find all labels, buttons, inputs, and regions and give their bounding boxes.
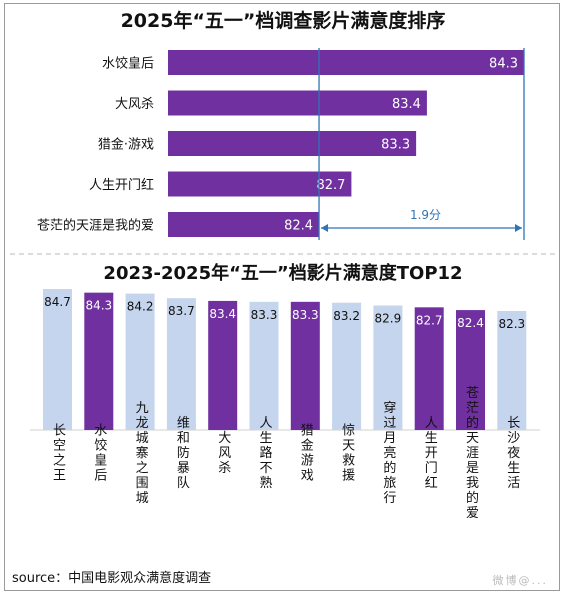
chart-2-value-label: 84.3 bbox=[85, 299, 112, 313]
chart-2-value-label: 84.2 bbox=[127, 300, 154, 314]
chart-1-bar bbox=[168, 171, 352, 197]
chart-2-value-label: 83.3 bbox=[251, 308, 278, 322]
chart-2-category-label: 水饺皇后 bbox=[91, 423, 107, 483]
chart-2-value-label: 84.7 bbox=[44, 295, 71, 309]
chart-2-title: 2023-2025年“五一”档影片满意度TOP12 bbox=[103, 262, 462, 284]
chart-1-value-label: 83.4 bbox=[392, 97, 421, 112]
chart-2-category-label: 人生开门红 bbox=[422, 416, 438, 491]
chart-2-category-label: 穿过月亮的旅行 bbox=[380, 400, 396, 506]
chart-2-value-label: 82.4 bbox=[457, 316, 484, 330]
chart-2-bar bbox=[332, 302, 362, 430]
chart-2-value-label: 82.7 bbox=[416, 313, 443, 327]
chart-2-bar bbox=[125, 293, 155, 430]
chart-2-value-label: 83.4 bbox=[209, 307, 236, 321]
chart-2-bar bbox=[290, 301, 320, 430]
chart-2-category-label: 维和防暴队 bbox=[174, 416, 190, 491]
chart-2-value-label: 82.3 bbox=[498, 317, 525, 331]
chart-1-value-label: 83.3 bbox=[381, 138, 410, 153]
chart-1-value-label: 84.3 bbox=[489, 57, 518, 72]
chart-2-bar bbox=[43, 289, 72, 430]
chart-2-category-label: 大风杀 bbox=[215, 431, 231, 476]
chart-2-bar bbox=[456, 310, 485, 430]
chart-2-value-label: 83.7 bbox=[168, 304, 195, 318]
chart-2-bar bbox=[84, 292, 114, 430]
chart-2-category-label: 九龙城寨之围城 bbox=[133, 401, 149, 506]
chart-2-bar bbox=[497, 311, 527, 430]
chart-2-bar bbox=[414, 307, 444, 430]
chart-2-category-label: 惊天救援 bbox=[339, 423, 355, 483]
chart-1-annotation-arrowhead bbox=[515, 224, 522, 232]
chart-2-bar bbox=[373, 305, 403, 430]
chart-1-annotation-arrowhead bbox=[321, 224, 329, 232]
chart-2-value-label: 82.9 bbox=[375, 312, 402, 326]
chart-2-bar bbox=[249, 301, 279, 430]
chart-1-bar bbox=[168, 90, 427, 116]
chart-1-category-label: 大风杀 bbox=[115, 97, 154, 112]
chart-2-category-label: 长沙夜生活 bbox=[504, 416, 520, 491]
chart-2-bar bbox=[166, 298, 196, 430]
chart-1-bar bbox=[168, 131, 417, 156]
chart-1-value-label: 82.7 bbox=[316, 178, 345, 193]
chart-1-category-label: 人生开门红 bbox=[89, 177, 154, 193]
source-note: source：中国电影观众满意度调查 bbox=[12, 571, 212, 586]
chart-1-category-label: 水饺皇后 bbox=[102, 57, 154, 72]
chart-1-value-label: 82.4 bbox=[284, 219, 313, 234]
chart-1-title: 2025年“五一”档调查影片满意度排序 bbox=[121, 9, 446, 32]
chart-2-category-label: 长空之王 bbox=[50, 423, 66, 483]
chart-2-value-label: 83.2 bbox=[333, 309, 360, 323]
chart-1-annotation-label: 1.9分 bbox=[410, 208, 441, 222]
chart-2-value-label: 83.3 bbox=[292, 308, 319, 322]
chart-2-category-label: 猎金游戏 bbox=[298, 423, 314, 483]
chart-2-bar bbox=[208, 300, 238, 430]
chart-1-category-label: 苍茫的天涯是我的爱 bbox=[37, 218, 154, 234]
watermark: 微博@... bbox=[492, 574, 548, 587]
chart-2-category-label: 人生路不熟 bbox=[257, 416, 273, 491]
chart-1-category-label: 猎金·游戏 bbox=[98, 137, 154, 153]
chart-frame bbox=[4, 3, 560, 591]
chart-1-bar bbox=[168, 212, 320, 237]
chart-2-category-label: 苍茫的天涯是我的爱 bbox=[463, 386, 479, 521]
chart-1-bar bbox=[168, 50, 524, 75]
